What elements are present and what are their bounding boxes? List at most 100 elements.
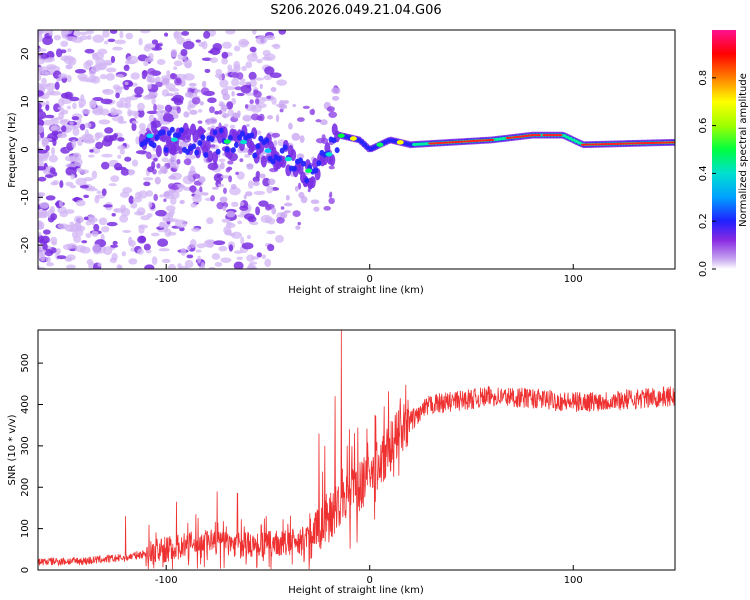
heatmap-hot-spot [284,156,292,162]
snr-y-label: SNR (10 * v/v) [7,414,18,485]
heatmap-noise-blob [66,75,72,83]
heatmap-noise-blob [56,77,61,82]
heatmap-noise-blob [137,102,145,112]
heatmap-ridge-core [252,152,258,159]
heatmap-noise-blob [240,40,250,46]
heatmap-noise-blob [218,245,228,252]
heatmap-noise-blob [186,245,192,251]
heatmap-noise-blob [144,264,155,269]
heatmap-noise-blob [112,240,118,245]
heatmap-ridge-core [178,127,184,134]
heatmap-noise-blob [101,138,113,147]
heatmap-noise-blob [252,176,260,183]
heatmap-hot-spot [170,137,178,142]
heatmap-noise-blob [85,232,92,238]
heatmap-noise-blob [220,257,232,263]
heatmap-noise-blob [245,81,251,86]
heatmap-noise-blob [113,133,118,138]
heatmap-noise-blob [250,113,260,121]
heatmap-noise-blob [205,118,212,126]
heatmap-noise-blob [231,90,235,97]
heatmap-noise-blob [245,61,253,69]
heatmap-noise-blob [134,94,142,98]
heatmap-noise-blob [67,228,76,232]
heatmap-noise-blob [261,254,267,260]
heatmap-ridge-core [209,136,215,143]
heatmap-ridge-peak [557,134,563,137]
heatmap-noise-blob [113,162,123,171]
heatmap-noise-blob [230,184,237,190]
heatmap-noise-blob [117,137,125,142]
y-tick-label: -20 [20,237,31,253]
heatmap-noise-blob [58,97,65,107]
heatmap-noise-blob [58,111,65,119]
heatmap-ridge-core [249,132,255,139]
heatmap-noise-blob [38,86,46,91]
heatmap-noise-blob [56,133,68,139]
heatmap-ridge-core [163,147,169,154]
x-tick-label: 100 [564,274,583,285]
heatmap-noise-blob [48,65,61,72]
heatmap-noise-blob [253,89,259,95]
heatmap-noise-blob [271,187,280,191]
heatmap-noise-blob [247,180,254,189]
heatmap-noise-blob [208,50,214,54]
heatmap-noise-blob [41,77,47,85]
heatmap-noise-blob [188,82,197,87]
heatmap-noise-blob [57,106,63,110]
heatmap-noise-blob [331,87,340,94]
heatmap-noise-blob [46,261,54,267]
heatmap-ridge-core [316,160,322,167]
heatmap-noise-blob [38,90,45,97]
heatmap-noise-blob [58,200,63,208]
heatmap-noise-blob [44,71,56,76]
heatmap-noise-blob [313,206,320,212]
heatmap-noise-blob [134,191,142,200]
heatmap-noise-blob [173,60,183,67]
heatmap-noise-blob [54,81,60,90]
heatmap-noise-blob [119,30,124,39]
heatmap-x-ticks: -100 0 100 [155,264,583,285]
heatmap-noise-blob [38,102,42,110]
heatmap-noise-blob [223,187,227,194]
heatmap-ridge-core [240,130,246,137]
heatmap-ridge-halo [192,130,199,143]
heatmap-noise-blob [270,86,277,93]
heatmap-noise-blob [86,259,94,266]
heatmap-noise-blob [309,108,315,116]
heatmap-noise-blob [310,199,320,205]
heatmap-noise-blob [130,202,138,209]
heatmap-noise-blob [190,202,197,208]
heatmap-noise-blob [58,73,68,79]
heatmap-hot-spot [349,136,357,141]
heatmap-ridge-halo [290,149,297,162]
heatmap-noise-blob [94,195,100,204]
heatmap-noise-blob [112,46,123,51]
heatmap-noise-blob [127,110,140,116]
heatmap-noise-blob [100,98,113,105]
heatmap-noise-blob [197,120,203,124]
heatmap-noise-blob [112,84,121,90]
heatmap-noise-blob [38,156,43,162]
heatmap-noise-blob [83,194,90,199]
heatmap-noise-blob [198,41,205,48]
snr-series-line [38,330,675,570]
heatmap-noise-blob [65,163,77,168]
heatmap-ridge-core [304,177,310,184]
snr-panel: -100 0 100 0 100 200 300 400 500 Height of stra… [7,329,676,596]
heatmap-noise-blob [159,121,171,125]
heatmap-noise-blob [328,165,335,170]
heatmap-noise-blob [123,64,130,71]
heatmap-noise-blob [84,122,92,129]
heatmap-ridge-core [282,144,288,151]
heatmap-noise-blob [150,232,160,237]
heatmap-noise-blob [72,102,77,110]
heatmap-noise-blob [155,81,163,88]
heatmap-noise-blob [53,34,62,41]
heatmap-ridge-halo [260,155,267,168]
heatmap-hot-spot [396,140,404,145]
heatmap-noise-blob [210,195,215,202]
heatmap-noise-blob [174,92,180,96]
heatmap-noise-blob [273,139,278,146]
heatmap-ridge-peak [536,134,542,137]
